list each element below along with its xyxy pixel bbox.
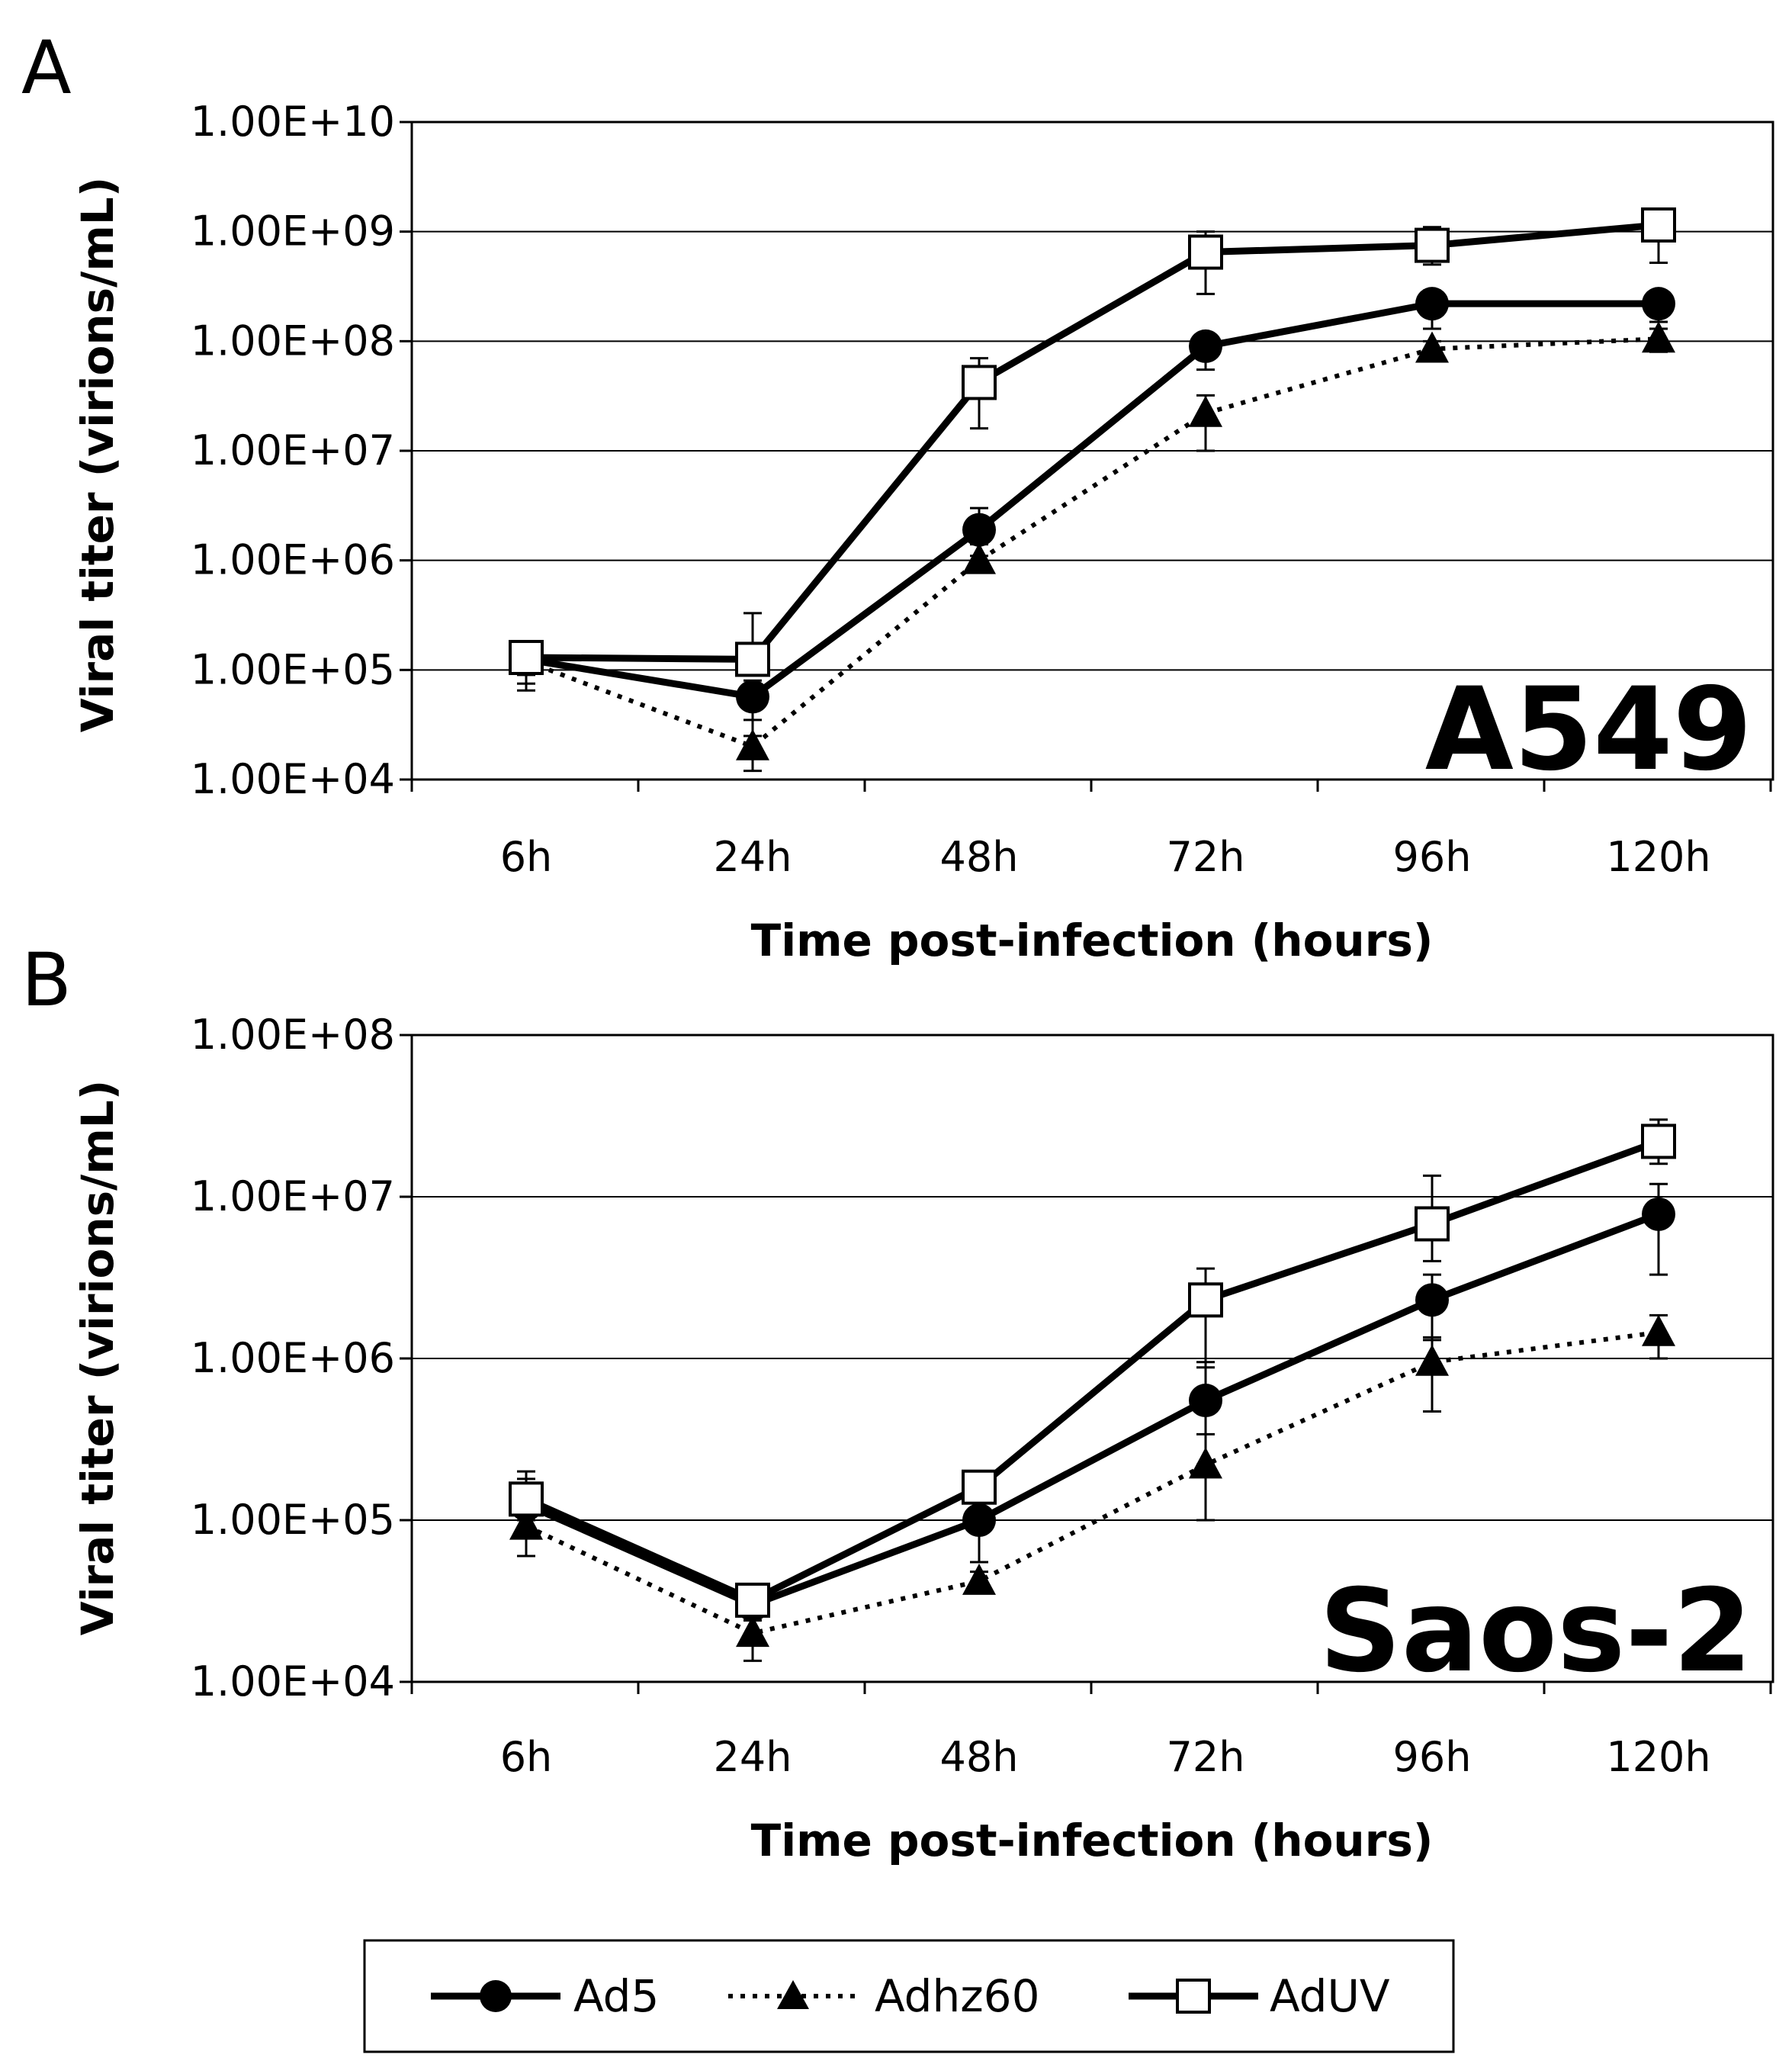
data-point [736,1616,769,1648]
legend-ad5-label: Ad5 [573,1970,659,2022]
data-point [1415,1206,1450,1242]
data-point [1641,207,1676,243]
x-tick-label: 24h [714,833,792,881]
x-tick-label: 120h [1606,1733,1710,1781]
data-point [1415,287,1449,321]
panel-b: B 1.00E+041.00E+051.00E+061.00E+071.00E+… [21,937,1774,1866]
x-tick-label: 48h [940,833,1019,881]
data-point [1188,1282,1223,1318]
data-point [1642,321,1675,353]
data-point [1189,395,1222,427]
y-tick-label: 1.00E+08 [191,1011,395,1059]
x-tick-label: 6h [500,1733,553,1781]
data-point [736,728,769,760]
panel-a-y-tick-labels: 1.00E+04 1.00E+05 1.00E+06 1.00E+07 1.00E+08… [191,98,395,803]
data-point [1642,1314,1675,1346]
data-point [1415,1283,1449,1317]
series-aduv [509,207,1676,677]
panel-a-x-tick-labels: 6h 24h 48h 72h 96h 120h [500,833,1711,881]
series-adhz60 [509,1313,1675,1662]
data-point [735,641,770,677]
legend-ad5-marker [480,1980,512,2012]
y-tick-label: 1.00E+05 [191,1496,395,1544]
series-line [525,221,1659,663]
data-point [735,1582,770,1618]
y-tick-label: 1.00E+07 [191,1172,395,1220]
legend-item-aduv: AdUV [1129,1970,1390,2022]
y-tick-label: 1.00E+04 [191,1657,395,1706]
y-tick-label: 1.00E+05 [191,645,395,693]
panel-b-series [509,1118,1676,1662]
data-point [1415,1344,1449,1376]
series-adhz60 [509,321,1675,773]
y-tick-label: 1.00E+09 [191,207,395,256]
panel-b-y-axis-title: Viral titer (virions/mL) [72,1080,124,1635]
data-point [962,513,996,547]
data-point [509,1481,544,1517]
x-tick-label: 24h [714,1733,792,1781]
panel-b-x-tick-labels: 6h 24h 48h 72h 96h 120h [500,1733,1711,1781]
x-tick-label: 96h [1393,833,1472,881]
x-tick-label: 72h [1167,833,1245,881]
panel-a-x-axis-title: Time post-infection (hours) [751,915,1434,966]
series-line [525,300,1659,700]
series-aduv [509,1118,1676,1619]
x-tick-label: 72h [1167,1733,1245,1781]
y-tick-label: 1.00E+07 [191,426,395,474]
data-point [962,542,996,574]
y-tick-label: 1.00E+06 [191,1334,395,1382]
panel-a-series [509,207,1676,773]
panel-b-y-tick-labels: 1.00E+04 1.00E+05 1.00E+06 1.00E+07 1.00E+08 [191,1011,395,1706]
y-tick-label: 1.00E+06 [191,536,395,584]
data-point [1641,1124,1676,1159]
x-tick-label: 48h [940,1733,1019,1781]
data-point [736,680,769,714]
x-tick-label: 6h [500,833,553,881]
panel-b-letter: B [21,937,72,1023]
series-ad5 [509,287,1675,738]
panel-a-gridlines [400,121,1773,792]
legend: Ad5 Adhz60 AdUV [363,1939,1455,2053]
y-tick-label: 1.00E+04 [191,755,395,803]
panel-b-x-axis-title: Time post-infection (hours) [751,1815,1434,1866]
data-point [962,365,997,400]
legend-adhz60-marker [777,1980,809,2009]
panel-a-cell-line-label: A549 [1425,664,1752,796]
data-point [962,1469,997,1505]
legend-aduv-marker [1176,1979,1211,2014]
data-point [509,639,544,675]
data-point [1642,1197,1675,1231]
data-point [962,1503,996,1537]
legend-aduv-label: AdUV [1270,1970,1390,2022]
panel-a-y-axis-title: Viral titer (virions/mL) [72,177,124,732]
data-point [1189,329,1222,363]
data-point [1189,1384,1222,1418]
series-line [525,1138,1660,1604]
panel-b-cell-line-label: Saos-2 [1319,1565,1752,1698]
data-point [962,1563,996,1595]
legend-item-ad5: Ad5 [431,1970,659,2022]
panel-a: A 1.00E+041.00E+051.00E+061.00E+071.00E+… [21,25,1774,966]
data-point [1415,331,1449,363]
legend-item-adhz60: Adhz60 [728,1970,1039,2022]
x-tick-label: 120h [1606,833,1710,881]
legend-adhz60-label: Adhz60 [875,1970,1039,2022]
x-tick-label: 96h [1393,1733,1472,1781]
data-point [1642,287,1675,321]
series-line [525,1329,1659,1636]
y-tick-label: 1.00E+10 [191,98,395,146]
panel-a-letter: A [21,25,72,111]
y-tick-label: 1.00E+08 [191,317,395,365]
data-point [1415,227,1450,263]
panel-b-gridlines [400,1034,1773,1694]
series-line [525,1210,1660,1609]
data-point [1188,234,1223,270]
